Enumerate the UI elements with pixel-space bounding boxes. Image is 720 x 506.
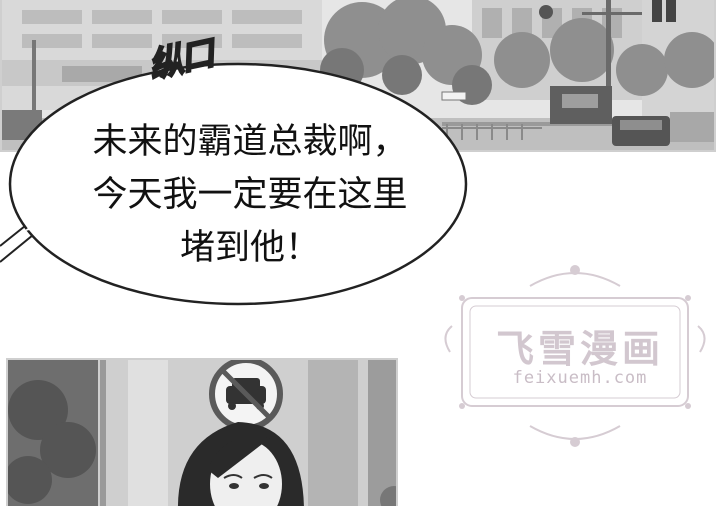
speech-line-3: 堵到他！ — [179, 228, 320, 268]
character-panel — [6, 358, 398, 506]
speech-line-1: 未来的霸道总裁啊， — [92, 122, 408, 162]
watermark-title: 飞雪漫画 — [495, 327, 664, 371]
speech-bubble-text: 未来的霸道总裁啊， 今天我一定要在这里 堵到他！ — [40, 116, 460, 275]
character-illustration — [8, 360, 396, 506]
watermark-url: feixuemh.com — [512, 368, 648, 388]
speech-line-2: 今天我一定要在这里 — [92, 175, 408, 215]
watermark-frame — [444, 265, 706, 447]
